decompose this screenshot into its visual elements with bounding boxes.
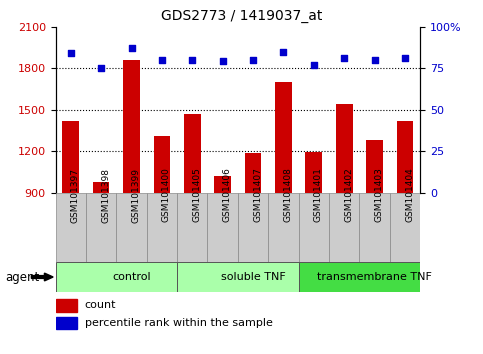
Text: GSM101401: GSM101401 (314, 167, 323, 222)
Bar (177, 262, 298, 292)
Bar (298, 193, 329, 262)
Bar (86, 193, 116, 262)
Text: soluble TNF: soluble TNF (221, 272, 285, 282)
Bar (56, 299, 77, 312)
Point (97, 65, 105, 71)
Text: GSM101400: GSM101400 (162, 167, 171, 222)
Bar (147, 193, 177, 262)
Text: GSM101402: GSM101402 (344, 168, 353, 222)
Text: transmembrane TNF: transmembrane TNF (317, 272, 432, 282)
Bar (56, 262, 177, 292)
Point (310, 62, 318, 68)
Text: GSM101398: GSM101398 (101, 167, 110, 223)
Text: agent: agent (5, 270, 39, 284)
Bar (366, 139, 383, 193)
Bar (268, 193, 298, 262)
Text: GDS2773 / 1419037_at: GDS2773 / 1419037_at (161, 9, 322, 23)
Point (219, 59, 227, 64)
Bar (359, 193, 390, 262)
Bar (390, 193, 420, 262)
Bar (336, 103, 353, 193)
Bar (275, 82, 292, 193)
Bar (245, 153, 261, 193)
Bar (305, 152, 322, 193)
Point (249, 57, 257, 63)
Bar (184, 114, 200, 193)
Text: count: count (85, 300, 116, 310)
Point (128, 45, 135, 51)
Bar (298, 262, 420, 292)
Bar (56, 317, 77, 329)
Text: percentile rank within the sample: percentile rank within the sample (85, 318, 272, 328)
Bar (214, 176, 231, 193)
Text: GSM101405: GSM101405 (192, 167, 201, 222)
Bar (397, 121, 413, 193)
Text: GSM101406: GSM101406 (223, 167, 232, 222)
Bar (238, 193, 268, 262)
Text: GSM101399: GSM101399 (131, 167, 141, 223)
Text: GSM101404: GSM101404 (405, 168, 414, 222)
Bar (116, 193, 147, 262)
Bar (123, 60, 140, 193)
Bar (208, 193, 238, 262)
Bar (93, 182, 110, 193)
Bar (62, 121, 79, 193)
Point (67, 50, 74, 56)
Bar (56, 193, 86, 262)
Point (188, 57, 196, 63)
Text: control: control (112, 272, 151, 282)
Bar (177, 193, 208, 262)
Text: GSM101407: GSM101407 (253, 167, 262, 222)
Bar (329, 193, 359, 262)
Text: GSM101397: GSM101397 (71, 167, 80, 223)
Point (341, 55, 348, 61)
Point (371, 57, 379, 63)
Point (280, 49, 287, 55)
Point (401, 55, 409, 61)
Text: GSM101408: GSM101408 (284, 167, 293, 222)
Bar (154, 136, 170, 193)
Text: GSM101403: GSM101403 (375, 167, 384, 222)
Point (158, 57, 166, 63)
